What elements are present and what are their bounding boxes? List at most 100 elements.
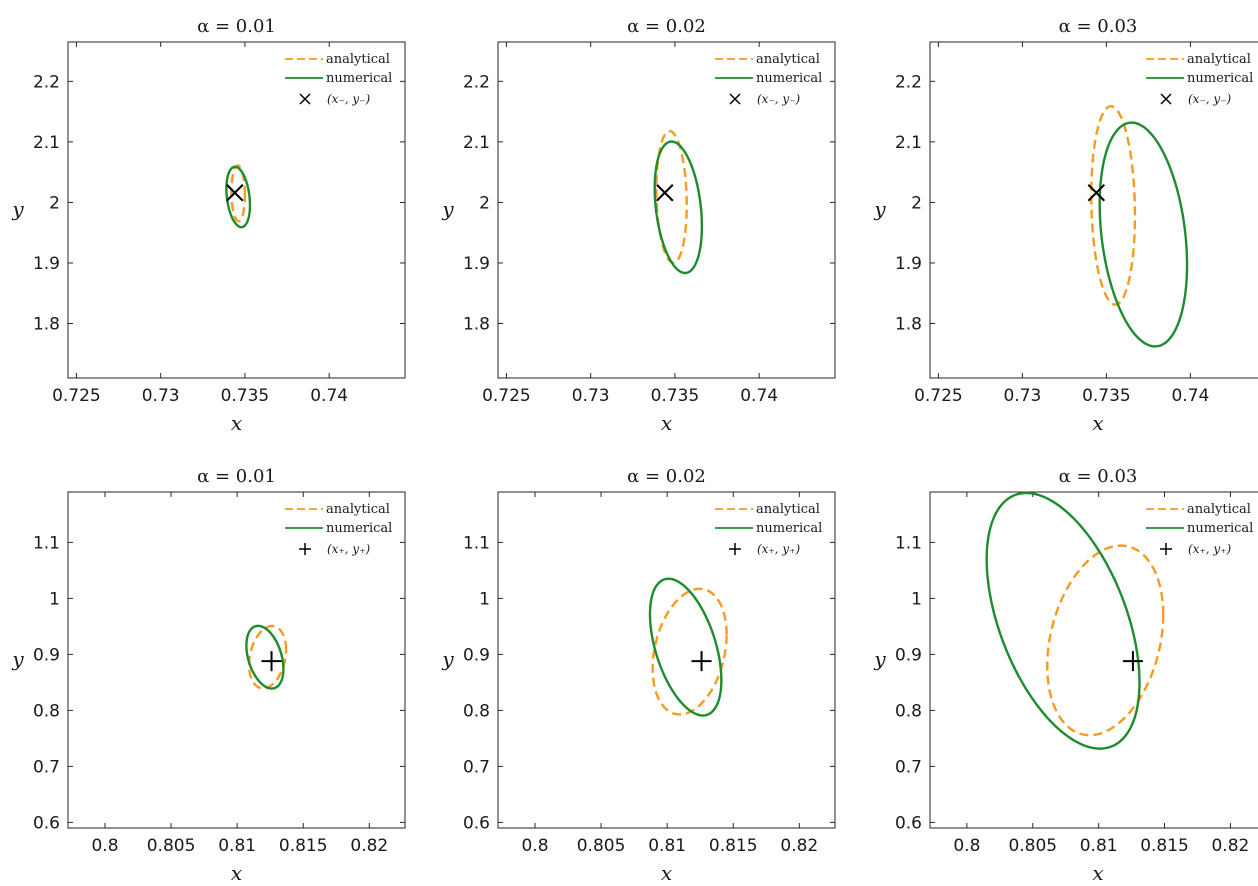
x-tick-label: 0.815	[279, 836, 328, 856]
legend: analytical numerical (x₊, y₊)	[1146, 502, 1253, 556]
legend: analytical numerical (x₋, y₋)	[1146, 52, 1253, 106]
y-tick-label: 2.2	[463, 72, 490, 92]
legend-analytical-label: analytical	[756, 52, 820, 67]
y-tick-label: 1.8	[895, 315, 922, 335]
y-tick-label: 1.9	[33, 254, 60, 274]
y-tick-label: 1.9	[895, 254, 922, 274]
x-tick-label: 0.73	[142, 386, 180, 406]
x-tick-label: 0.805	[577, 836, 626, 856]
legend-analytical-label: analytical	[1187, 52, 1251, 67]
x-axis-label: x	[231, 861, 242, 885]
y-tick-label: 0.9	[33, 645, 60, 665]
subplot-4: 0.8 0.805 0.81 0.815 0.82 0.6 0.7 0.8 0.9 1 1.1 α =…	[11, 466, 406, 885]
numerical-curve	[1098, 121, 1189, 348]
numerical-curve	[225, 165, 252, 229]
plot-area	[985, 492, 1165, 750]
subplot-6: 0.8 0.805 0.81 0.815 0.82 0.6 0.7 0.8 0.9 1 1.1 α =…	[873, 466, 1258, 885]
legend-marker-symbol	[729, 543, 741, 555]
marker-stroke	[1160, 93, 1172, 105]
x-tick-label: 0.82	[1211, 836, 1249, 856]
x-tick-label: 0.74	[1171, 386, 1209, 406]
x-tick-label: 0.725	[52, 386, 101, 406]
equilibrium-marker	[226, 184, 244, 202]
y-axis-label: y	[873, 647, 886, 671]
y-tick-label: 0.8	[33, 701, 60, 721]
y-axis-label: y	[873, 197, 886, 221]
analytical-curve	[651, 587, 728, 716]
y-tick-label: 0.9	[895, 645, 922, 665]
subplot-2: 0.725 0.73 0.735 0.74 1.8 1.9 2 2.1 2.2 α = 0.02 x…	[441, 16, 836, 435]
plot-area	[648, 577, 728, 717]
chart-title: α = 0.03	[1059, 466, 1138, 487]
subplot-3: 0.725 0.73 0.735 0.74 1.8 1.9 2 2.1 2.2 α = 0.03 x…	[873, 16, 1258, 435]
legend: analytical numerical (x₋, y₋)	[285, 52, 392, 106]
y-tick-label: 1.1	[895, 533, 922, 553]
axes-frame	[929, 491, 1258, 829]
y-tick-label: 0.8	[463, 701, 490, 721]
legend: analytical numerical (x₊, y₊)	[285, 502, 392, 556]
y-tick-label: 0.8	[895, 701, 922, 721]
legend: analytical numerical (x₊, y₊)	[715, 502, 822, 556]
x-axis-label: x	[1092, 861, 1103, 885]
legend-analytical-label: analytical	[326, 52, 390, 67]
legend-marker-symbol	[299, 543, 311, 555]
x-tick-label: 0.82	[780, 836, 818, 856]
x-axis-label: x	[661, 411, 672, 435]
y-tick-label: 1.1	[33, 533, 60, 553]
x-tick-label: 0.8	[91, 836, 118, 856]
y-tick-label: 1	[49, 589, 60, 609]
equilibrium-marker	[261, 651, 282, 672]
x-tick-label: 0.8	[953, 836, 980, 856]
y-axis-label: y	[11, 647, 24, 671]
legend: analytical numerical (x₋, y₋)	[715, 52, 822, 106]
y-tick-label: 2.2	[33, 72, 60, 92]
y-tick-label: 2	[49, 193, 60, 213]
legend-marker-label: (x₋, y₋)	[757, 92, 801, 106]
chart-title: α = 0.02	[627, 466, 706, 487]
chart-title: α = 0.01	[197, 466, 276, 487]
x-axis-label: x	[1092, 411, 1103, 435]
legend-marker-label: (x₋, y₋)	[327, 92, 371, 106]
legend-marker-label: (x₊, y₊)	[1188, 542, 1232, 556]
y-tick-label: 0.7	[463, 757, 490, 777]
x-tick-label: 0.74	[740, 386, 778, 406]
axes-frame	[67, 41, 406, 379]
y-tick-label: 0.9	[463, 645, 490, 665]
marker-stroke	[729, 93, 741, 105]
marker-stroke	[656, 184, 674, 202]
y-tick-label: 0.7	[33, 757, 60, 777]
chart-title: α = 0.02	[627, 16, 706, 37]
x-tick-label: 0.8	[521, 836, 548, 856]
legend-marker-symbol	[1160, 543, 1172, 555]
legend-numerical-label: numerical	[326, 71, 392, 86]
y-tick-label: 0.6	[33, 813, 60, 833]
y-tick-label: 1.9	[463, 254, 490, 274]
axes-frame	[67, 491, 406, 829]
legend-analytical-label: analytical	[326, 502, 390, 517]
marker-stroke	[226, 184, 244, 202]
y-tick-label: 1	[479, 589, 490, 609]
x-tick-label: 0.81	[648, 836, 686, 856]
legend-marker-symbol	[299, 93, 311, 105]
legend-marker-label: (x₊, y₊)	[327, 542, 371, 556]
legend-analytical-label: analytical	[756, 502, 820, 517]
plot-area	[653, 129, 704, 275]
legend-numerical-label: numerical	[756, 71, 822, 86]
x-tick-label: 0.805	[147, 836, 196, 856]
legend-analytical-label: analytical	[1187, 502, 1251, 517]
y-tick-label: 0.6	[463, 813, 490, 833]
subplot-1: 0.725 0.73 0.735 0.74 1.8 1.9 2 2.1 2.2 α = 0.01 x…	[11, 16, 406, 435]
y-tick-label: 0.7	[895, 757, 922, 777]
y-axis-label: y	[441, 647, 454, 671]
legend-numerical-label: numerical	[1187, 521, 1253, 536]
y-tick-label: 1.1	[463, 533, 490, 553]
x-tick-label: 0.82	[350, 836, 388, 856]
plot-area	[1090, 105, 1189, 348]
x-tick-label: 0.725	[914, 386, 963, 406]
numerical-curve	[648, 577, 723, 717]
x-tick-label: 0.735	[1082, 386, 1131, 406]
legend-marker-label: (x₋, y₋)	[1188, 92, 1232, 106]
legend-marker-symbol	[1160, 93, 1172, 105]
x-tick-label: 0.81	[1080, 836, 1118, 856]
